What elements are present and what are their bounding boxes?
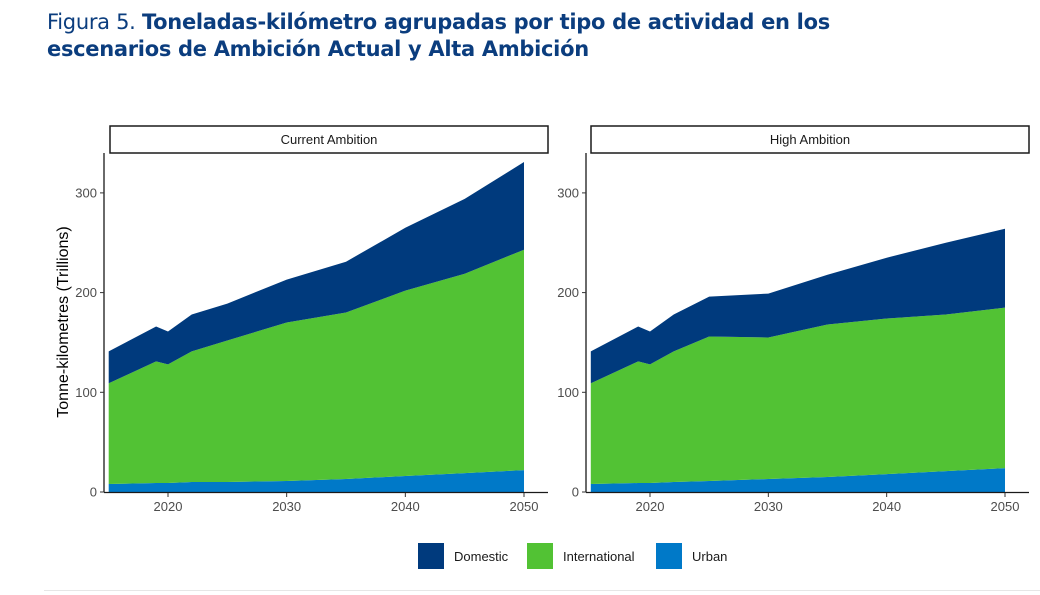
panel-high-ambition: High Ambition 0 100 200 300 2020 2030 2040 2050 <box>557 125 1030 514</box>
area-domestic <box>590 228 1005 384</box>
y-tick-label: 200 <box>75 285 97 300</box>
facet-strip <box>590 125 1030 154</box>
x-tick-label: 2030 <box>272 499 301 514</box>
y-tick-label: 100 <box>557 385 579 400</box>
legend-swatch <box>656 543 682 569</box>
area-international <box>108 249 524 484</box>
area-domestic <box>108 162 524 384</box>
legend-item-urban: Urban <box>656 543 727 569</box>
legend-item-domestic: Domestic <box>418 543 509 569</box>
y-tick-label: 300 <box>557 185 579 200</box>
legend-swatch <box>527 543 553 569</box>
x-tick-label: 2020 <box>154 499 183 514</box>
facet-strip <box>109 125 549 154</box>
legend-label: Domestic <box>454 549 509 564</box>
x-tick-label: 2040 <box>391 499 420 514</box>
x-tick-label: 2050 <box>510 499 539 514</box>
y-tick-label: 0 <box>90 485 97 500</box>
chart-frame <box>44 95 1040 591</box>
x-tick-label: 2040 <box>872 499 901 514</box>
y-tick-label: 200 <box>557 285 579 300</box>
area-urban <box>590 468 1005 492</box>
y-tick-label: 300 <box>75 185 97 200</box>
x-tick-label: 2030 <box>754 499 783 514</box>
facet-title: High Ambition <box>770 132 850 147</box>
area-international <box>590 307 1005 484</box>
figure-number: Figura 5. <box>47 10 136 34</box>
figure-caption: Toneladas-kilómetro agrupadas por tipo d… <box>47 10 830 61</box>
panel-current-ambition: Current Ambition 0 100 200 300 2020 2030 2040 20… <box>75 125 549 514</box>
y-tick-label: 100 <box>75 385 97 400</box>
x-tick-label: 2050 <box>991 499 1020 514</box>
y-tick-label: 0 <box>572 485 579 500</box>
legend: Domestic International Urban <box>418 543 727 569</box>
x-tick-label: 2020 <box>636 499 665 514</box>
legend-label: Urban <box>692 549 727 564</box>
facet-title: Current Ambition <box>281 132 378 147</box>
y-axis-label: Tonne-kilometres (Trillions) <box>55 226 72 417</box>
legend-label: International <box>563 549 635 564</box>
figure-title: Figura 5. Toneladas-kilómetro agrupadas … <box>47 9 837 63</box>
legend-item-international: International <box>527 543 635 569</box>
area-urban <box>108 470 524 492</box>
legend-swatch <box>418 543 444 569</box>
